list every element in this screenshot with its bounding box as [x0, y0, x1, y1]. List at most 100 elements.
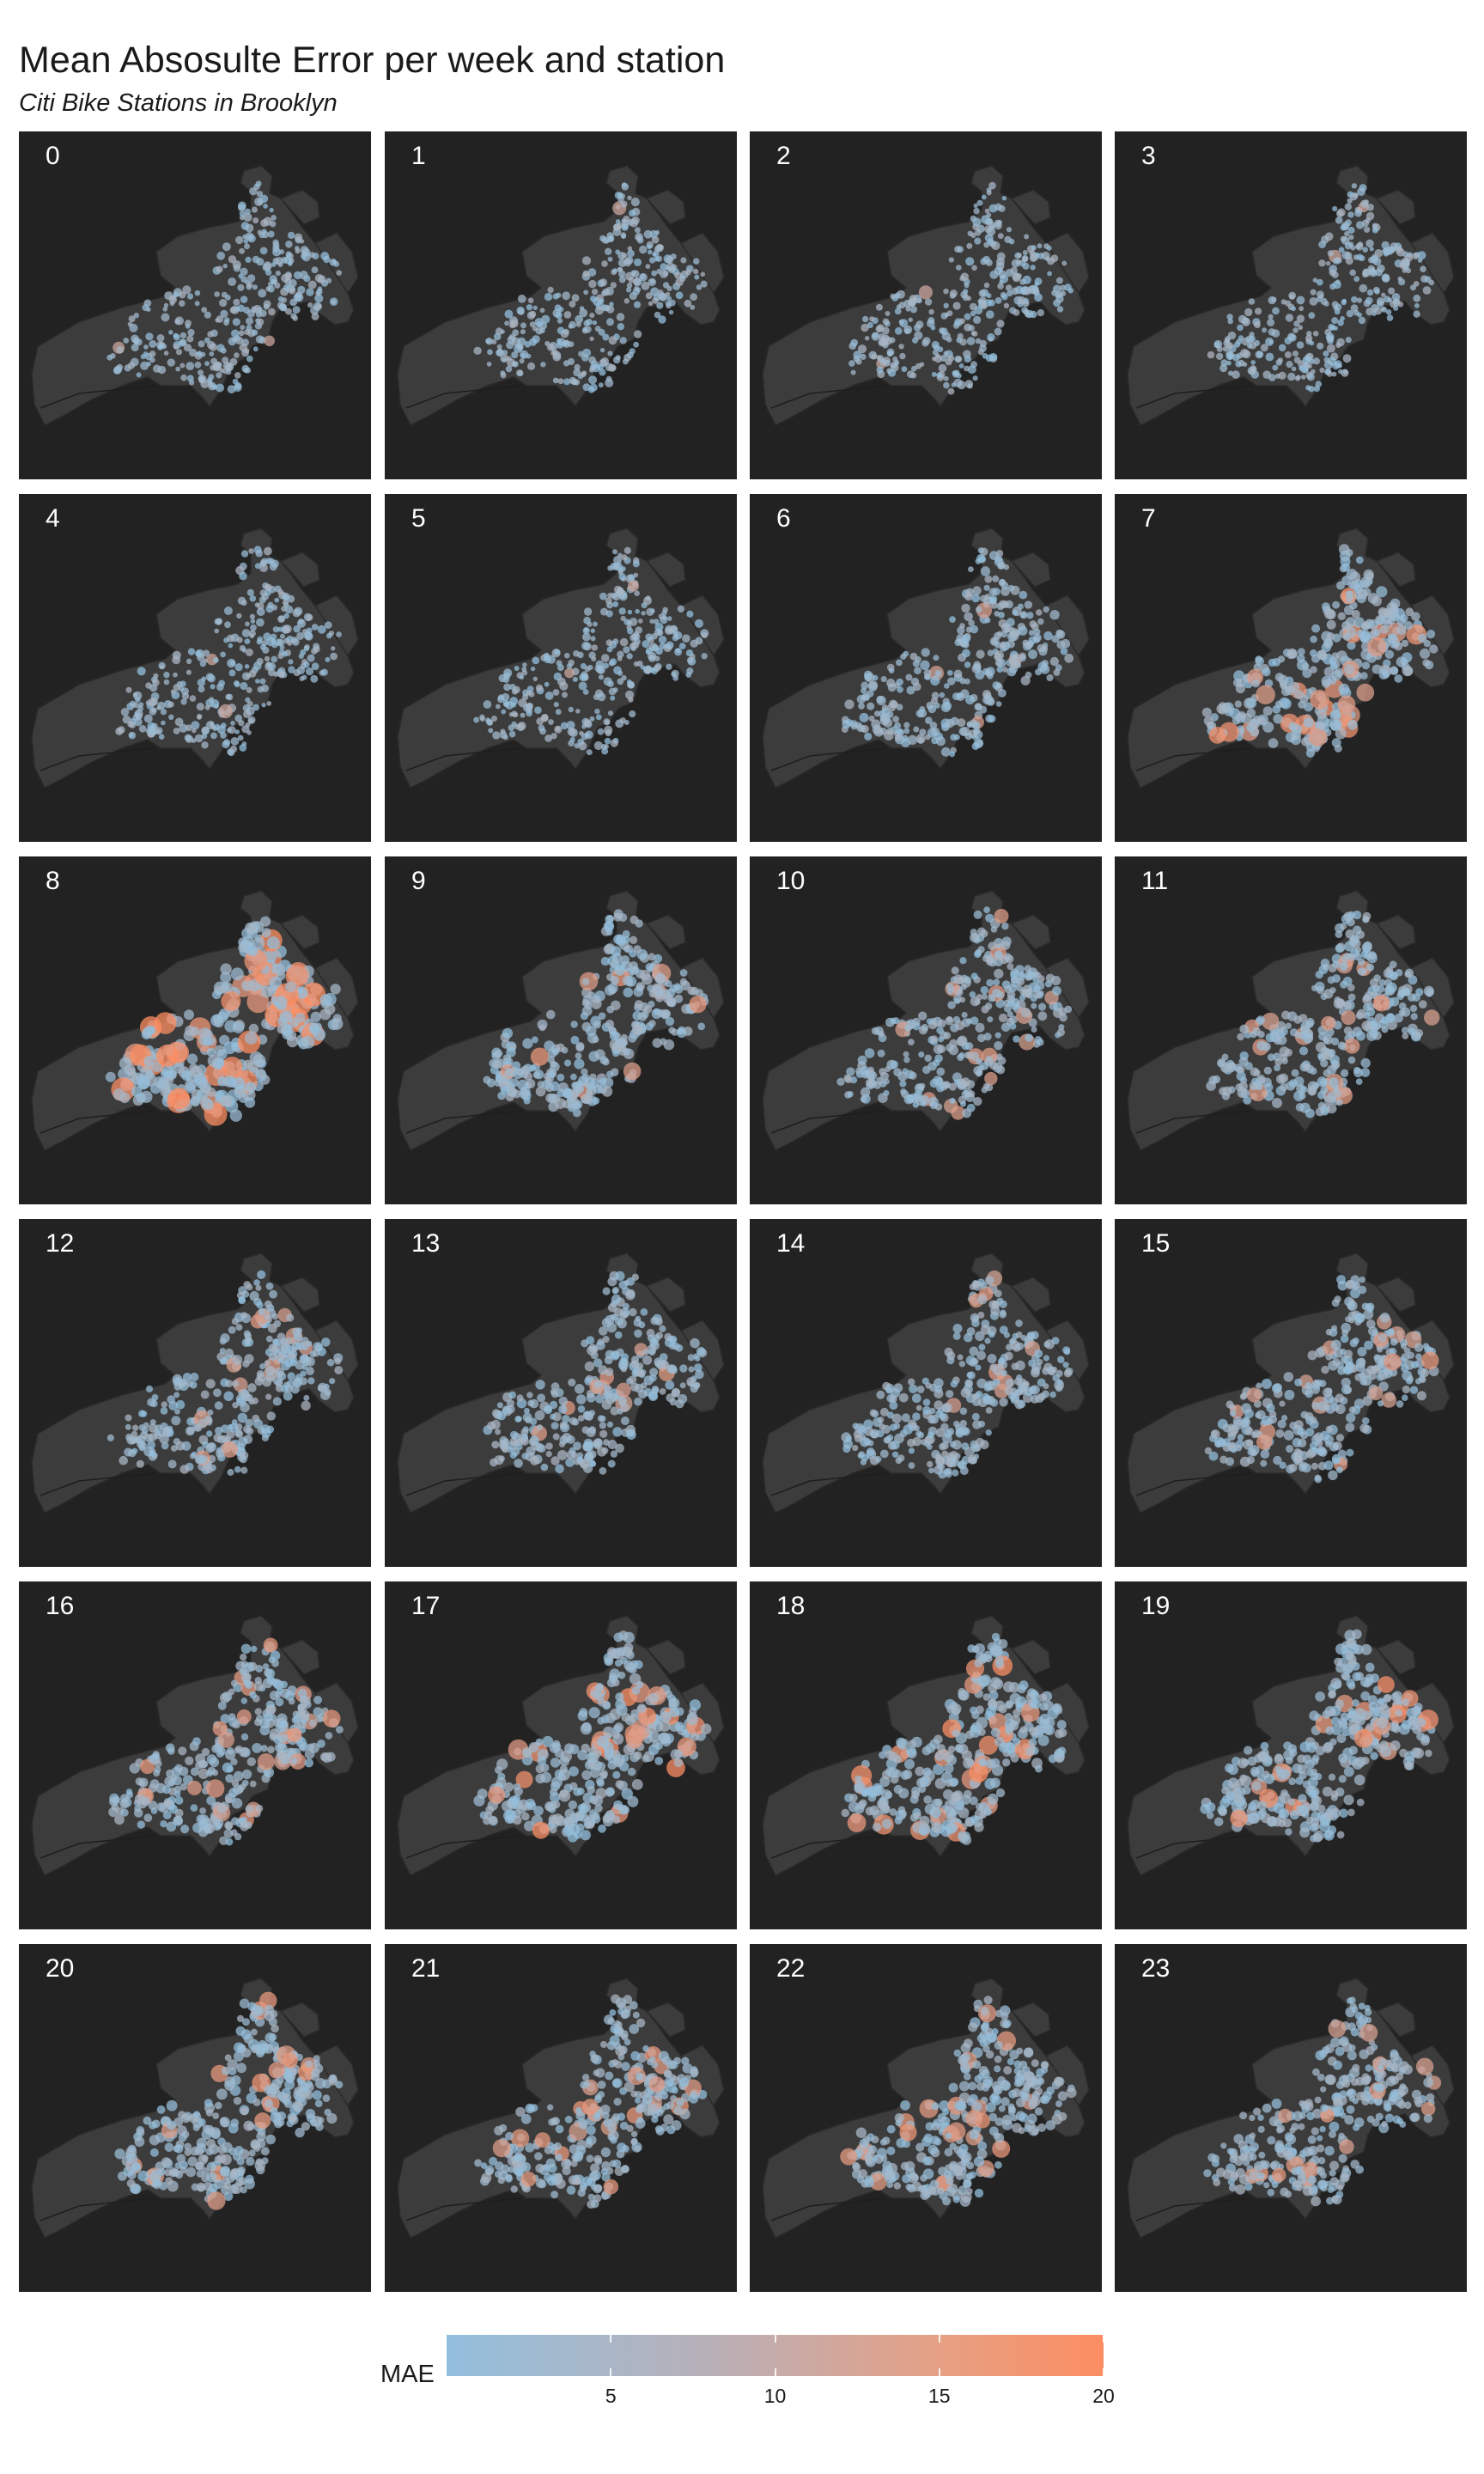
station-point [239, 645, 246, 652]
station-point [905, 306, 911, 312]
station-point [1227, 370, 1233, 376]
station-point [695, 1369, 704, 1380]
station-point [1426, 630, 1436, 639]
station-point [131, 344, 139, 352]
station-point [898, 302, 906, 309]
station-point [1236, 338, 1243, 345]
station-point [310, 306, 319, 315]
station-point [1000, 1369, 1007, 1377]
station-point [914, 331, 923, 340]
station-point [186, 293, 194, 300]
station-point [214, 1401, 223, 1411]
station-point [928, 1467, 934, 1474]
station-point [988, 941, 997, 951]
station-point [971, 1412, 980, 1421]
station-point [634, 1329, 642, 1338]
station-point [1037, 1039, 1044, 1046]
station-point [978, 296, 987, 305]
station-point [626, 283, 633, 289]
station-point [939, 1412, 946, 1420]
station-point [255, 549, 264, 558]
station-point [319, 994, 332, 1007]
station-point [994, 1032, 1001, 1039]
station-point [163, 350, 169, 356]
station-point [336, 270, 343, 276]
station-point [701, 632, 708, 638]
station-point [922, 1065, 931, 1075]
station-point [960, 1077, 970, 1088]
station-point [1391, 293, 1401, 302]
station-point [871, 353, 878, 360]
station-point [956, 265, 962, 271]
station-point [583, 607, 593, 616]
station-point [612, 549, 617, 555]
station-point [668, 1027, 676, 1034]
station-point [903, 1051, 909, 1057]
station-point [617, 222, 623, 229]
station-point [604, 921, 614, 931]
station-point [272, 1397, 282, 1406]
station-point [556, 318, 563, 324]
station-point [521, 667, 527, 672]
station-point [1025, 1033, 1033, 1042]
map-road-line [770, 1472, 888, 1496]
station-point [616, 1382, 631, 1398]
station-point [620, 1033, 628, 1041]
station-point [643, 229, 653, 239]
station-point [1232, 353, 1240, 362]
station-point [925, 716, 933, 724]
station-point [1333, 280, 1341, 289]
station-point [243, 212, 252, 222]
station-point [544, 340, 550, 347]
station-point [137, 705, 144, 712]
station-point [267, 230, 275, 238]
station-point [509, 1451, 517, 1459]
station-point [207, 341, 216, 350]
station-point [483, 1076, 491, 1084]
station-point [538, 1024, 546, 1032]
station-point [154, 1012, 177, 1034]
station-point [301, 253, 307, 259]
station-point [552, 377, 559, 384]
station-point [314, 1344, 323, 1352]
station-point [678, 643, 686, 649]
map-region-1 [279, 189, 320, 225]
station-point [1353, 591, 1362, 600]
station-point [1377, 264, 1385, 273]
station-point [1356, 297, 1363, 303]
station-point [219, 299, 228, 308]
station-point [132, 337, 140, 344]
station-point [952, 692, 960, 701]
station-point [672, 1342, 680, 1350]
station-point [1386, 982, 1397, 993]
station-point [566, 721, 575, 730]
station-point [1374, 289, 1380, 295]
station-point [1000, 587, 1010, 596]
station-point [503, 668, 513, 678]
station-point [988, 588, 997, 596]
station-point [631, 1273, 640, 1281]
station-point [264, 546, 272, 556]
station-point [985, 1055, 993, 1063]
station-point [976, 649, 985, 659]
station-point [249, 595, 257, 602]
station-point [267, 285, 275, 293]
station-point [667, 265, 676, 274]
station-point [219, 1358, 227, 1365]
station-point [521, 1434, 529, 1441]
station-point [1025, 641, 1033, 649]
station-point [227, 1468, 234, 1476]
station-point [946, 1351, 956, 1361]
station-point [1356, 253, 1364, 261]
station-point [658, 292, 666, 301]
station-point [527, 297, 534, 304]
station-point [167, 358, 175, 367]
station-point [986, 955, 994, 964]
station-point [512, 361, 518, 367]
station-point [564, 667, 575, 679]
station-point [221, 991, 241, 1011]
station-point [194, 361, 202, 369]
station-point [143, 1056, 155, 1067]
station-point [1306, 373, 1315, 381]
station-point [252, 284, 258, 290]
